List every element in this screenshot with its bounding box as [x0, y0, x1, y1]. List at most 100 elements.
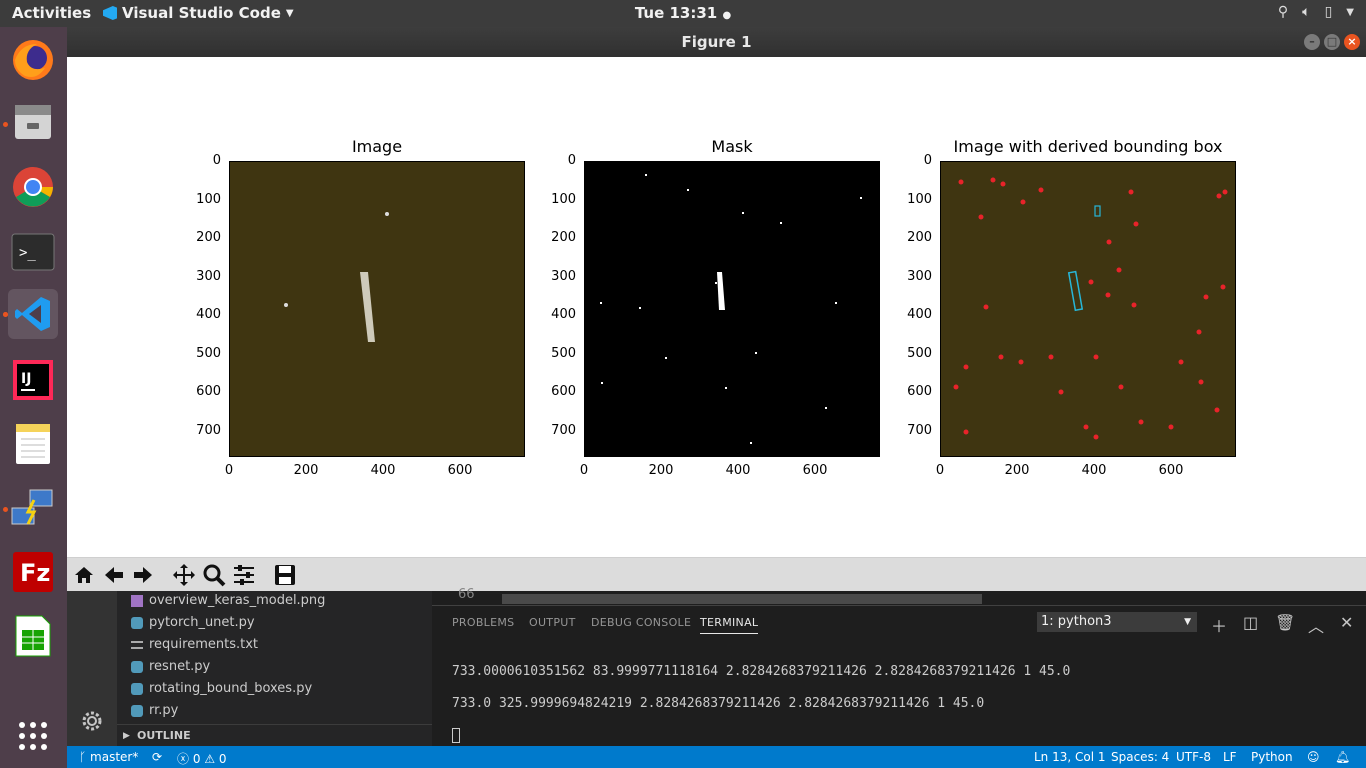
eol[interactable]: LF	[1223, 750, 1237, 764]
forward-arrow-icon[interactable]	[129, 561, 157, 589]
tab-debug-console[interactable]: DEBUG CONSOLE	[591, 616, 692, 629]
mask-speck	[639, 307, 641, 309]
mask-speck	[600, 302, 602, 304]
encoding[interactable]: UTF-8	[1176, 750, 1211, 764]
y-tick-label: 700	[196, 422, 221, 438]
detection-marker	[1138, 419, 1144, 425]
file-item[interactable]: pytorch_unet.py	[131, 612, 255, 634]
x-tick-label: 0	[579, 463, 589, 478]
figure-toolbar	[67, 557, 1366, 591]
indentation[interactable]: Spaces: 4	[1111, 750, 1170, 764]
spreadsheet-icon[interactable]	[8, 611, 58, 661]
pan-icon[interactable]	[170, 561, 198, 589]
minimize-button[interactable]: –	[1304, 34, 1320, 50]
network-icon: ⚲	[1277, 4, 1289, 20]
y-tick-label: 400	[907, 307, 932, 322]
panel-title: Image	[351, 137, 403, 156]
file-name: rotating_bound_boxes.py	[149, 681, 313, 696]
mask-blob	[717, 272, 725, 310]
mask-speck	[750, 442, 752, 444]
bounding-box	[1067, 270, 1084, 312]
y-tick-label: 100	[907, 191, 932, 207]
file-item[interactable]: rr.py	[131, 700, 178, 722]
intellij-icon[interactable]: IJ	[8, 355, 58, 405]
mask-speck	[725, 387, 727, 389]
plot-area: Image 0 200 400 600 0 100 200 300 400 500 600 700 Mas…	[67, 57, 1366, 557]
sync-icon[interactable]: ⟳	[152, 750, 163, 764]
mask-speck	[645, 174, 647, 176]
filezilla-icon[interactable]: Fz	[8, 547, 58, 597]
file-name: rr.py	[149, 703, 179, 718]
close-icon[interactable]: ✕	[1340, 613, 1354, 632]
file-item[interactable]: requirements.txt	[131, 634, 258, 656]
firefox-icon[interactable]	[8, 35, 58, 85]
maximize-button[interactable]: □	[1324, 34, 1340, 50]
system-tray[interactable]: ⚲ 🔈︎ ▯ ▼	[1278, 4, 1354, 20]
chrome-icon[interactable]	[8, 162, 58, 212]
x-tick-label: 200	[648, 463, 674, 478]
mask-speck	[665, 357, 667, 359]
split-terminal-icon[interactable]: ◫	[1243, 613, 1259, 632]
terminal-icon[interactable]: >_	[8, 227, 58, 277]
detection-marker	[1222, 189, 1228, 195]
detection-marker	[1020, 199, 1026, 205]
smiley-icon[interactable]: ☺	[1307, 750, 1320, 764]
terminal-select[interactable]: 1: python3 ▼	[1037, 612, 1197, 632]
mask-speck	[755, 352, 757, 354]
configure-subplots-icon[interactable]	[230, 561, 258, 589]
branch-indicator[interactable]: ᚴ master*	[79, 750, 138, 764]
chevron-up-icon[interactable]: ︿	[1308, 617, 1325, 636]
zoom-icon[interactable]	[200, 561, 228, 589]
problems-indicator[interactable]: ⓧ 0 ⚠ 0	[177, 750, 227, 767]
tab-problems[interactable]: PROBLEMS	[452, 616, 515, 629]
y-tick-label: 100	[551, 191, 576, 207]
svg-text:Fz: Fz	[20, 559, 50, 587]
battery-icon: ▯	[1324, 4, 1333, 20]
chevron-down-icon: ▼	[285, 7, 294, 19]
app-grid-icon[interactable]	[8, 711, 58, 761]
branch-label: master*	[90, 750, 139, 764]
top-bar: Activities Visual Studio Code ▼ Tue 13:3…	[0, 0, 1366, 27]
y-tick-label: 500	[907, 345, 932, 361]
mask-speck	[825, 407, 827, 409]
language-mode[interactable]: Python	[1251, 750, 1293, 764]
home-icon[interactable]	[70, 561, 98, 589]
tab-output[interactable]: OUTPUT	[529, 616, 576, 629]
save-icon[interactable]	[271, 561, 299, 589]
y-tick-label: 100	[196, 191, 221, 207]
network-manager-icon[interactable]	[8, 483, 58, 533]
detection-marker	[998, 354, 1004, 360]
bell-icon[interactable]: 🔔︎	[1335, 750, 1351, 764]
tab-terminal[interactable]: TERMINAL	[700, 616, 759, 634]
gear-icon[interactable]	[80, 709, 104, 737]
clock[interactable]: Tue 13:31 ●	[635, 4, 731, 22]
back-arrow-icon[interactable]	[100, 561, 128, 589]
outline-section[interactable]: ▶ OUTLINE	[117, 724, 432, 746]
satellite-image	[229, 161, 525, 457]
cursor-position[interactable]: Ln 13, Col 1	[1034, 750, 1106, 764]
detection-marker	[1093, 354, 1099, 360]
terminal-select-value: 1: python3	[1041, 614, 1112, 629]
activities-button[interactable]: Activities	[12, 4, 92, 22]
files-icon[interactable]	[8, 97, 58, 147]
close-button[interactable]: ×	[1344, 34, 1360, 50]
vscode-dock-icon[interactable]	[8, 289, 58, 339]
terminal-line: 733.0 325.9999694824219 2.82842683792114…	[452, 696, 985, 711]
x-tick-label: 400	[1081, 463, 1107, 478]
file-item[interactable]: overview_keras_model.png	[131, 590, 325, 612]
detection-marker	[1058, 389, 1064, 395]
horizontal-scrollbar[interactable]	[502, 594, 982, 604]
terminal-cursor[interactable]	[452, 728, 460, 743]
file-item[interactable]: resnet.py	[131, 656, 210, 678]
y-tick-label: 0	[567, 153, 576, 168]
plus-icon[interactable]: ＋	[1211, 617, 1228, 636]
notes-icon[interactable]	[8, 419, 58, 469]
app-menu[interactable]: Visual Studio Code ▼	[103, 4, 294, 22]
mask-image	[584, 161, 880, 457]
detection-marker	[958, 179, 964, 185]
detection-marker	[1116, 267, 1122, 273]
bounding-box	[1094, 205, 1101, 217]
volume-icon: 🔈︎	[1302, 4, 1311, 20]
trash-icon[interactable]: 🗑︎	[1275, 613, 1296, 632]
file-item[interactable]: rotating_bound_boxes.py	[131, 678, 312, 700]
